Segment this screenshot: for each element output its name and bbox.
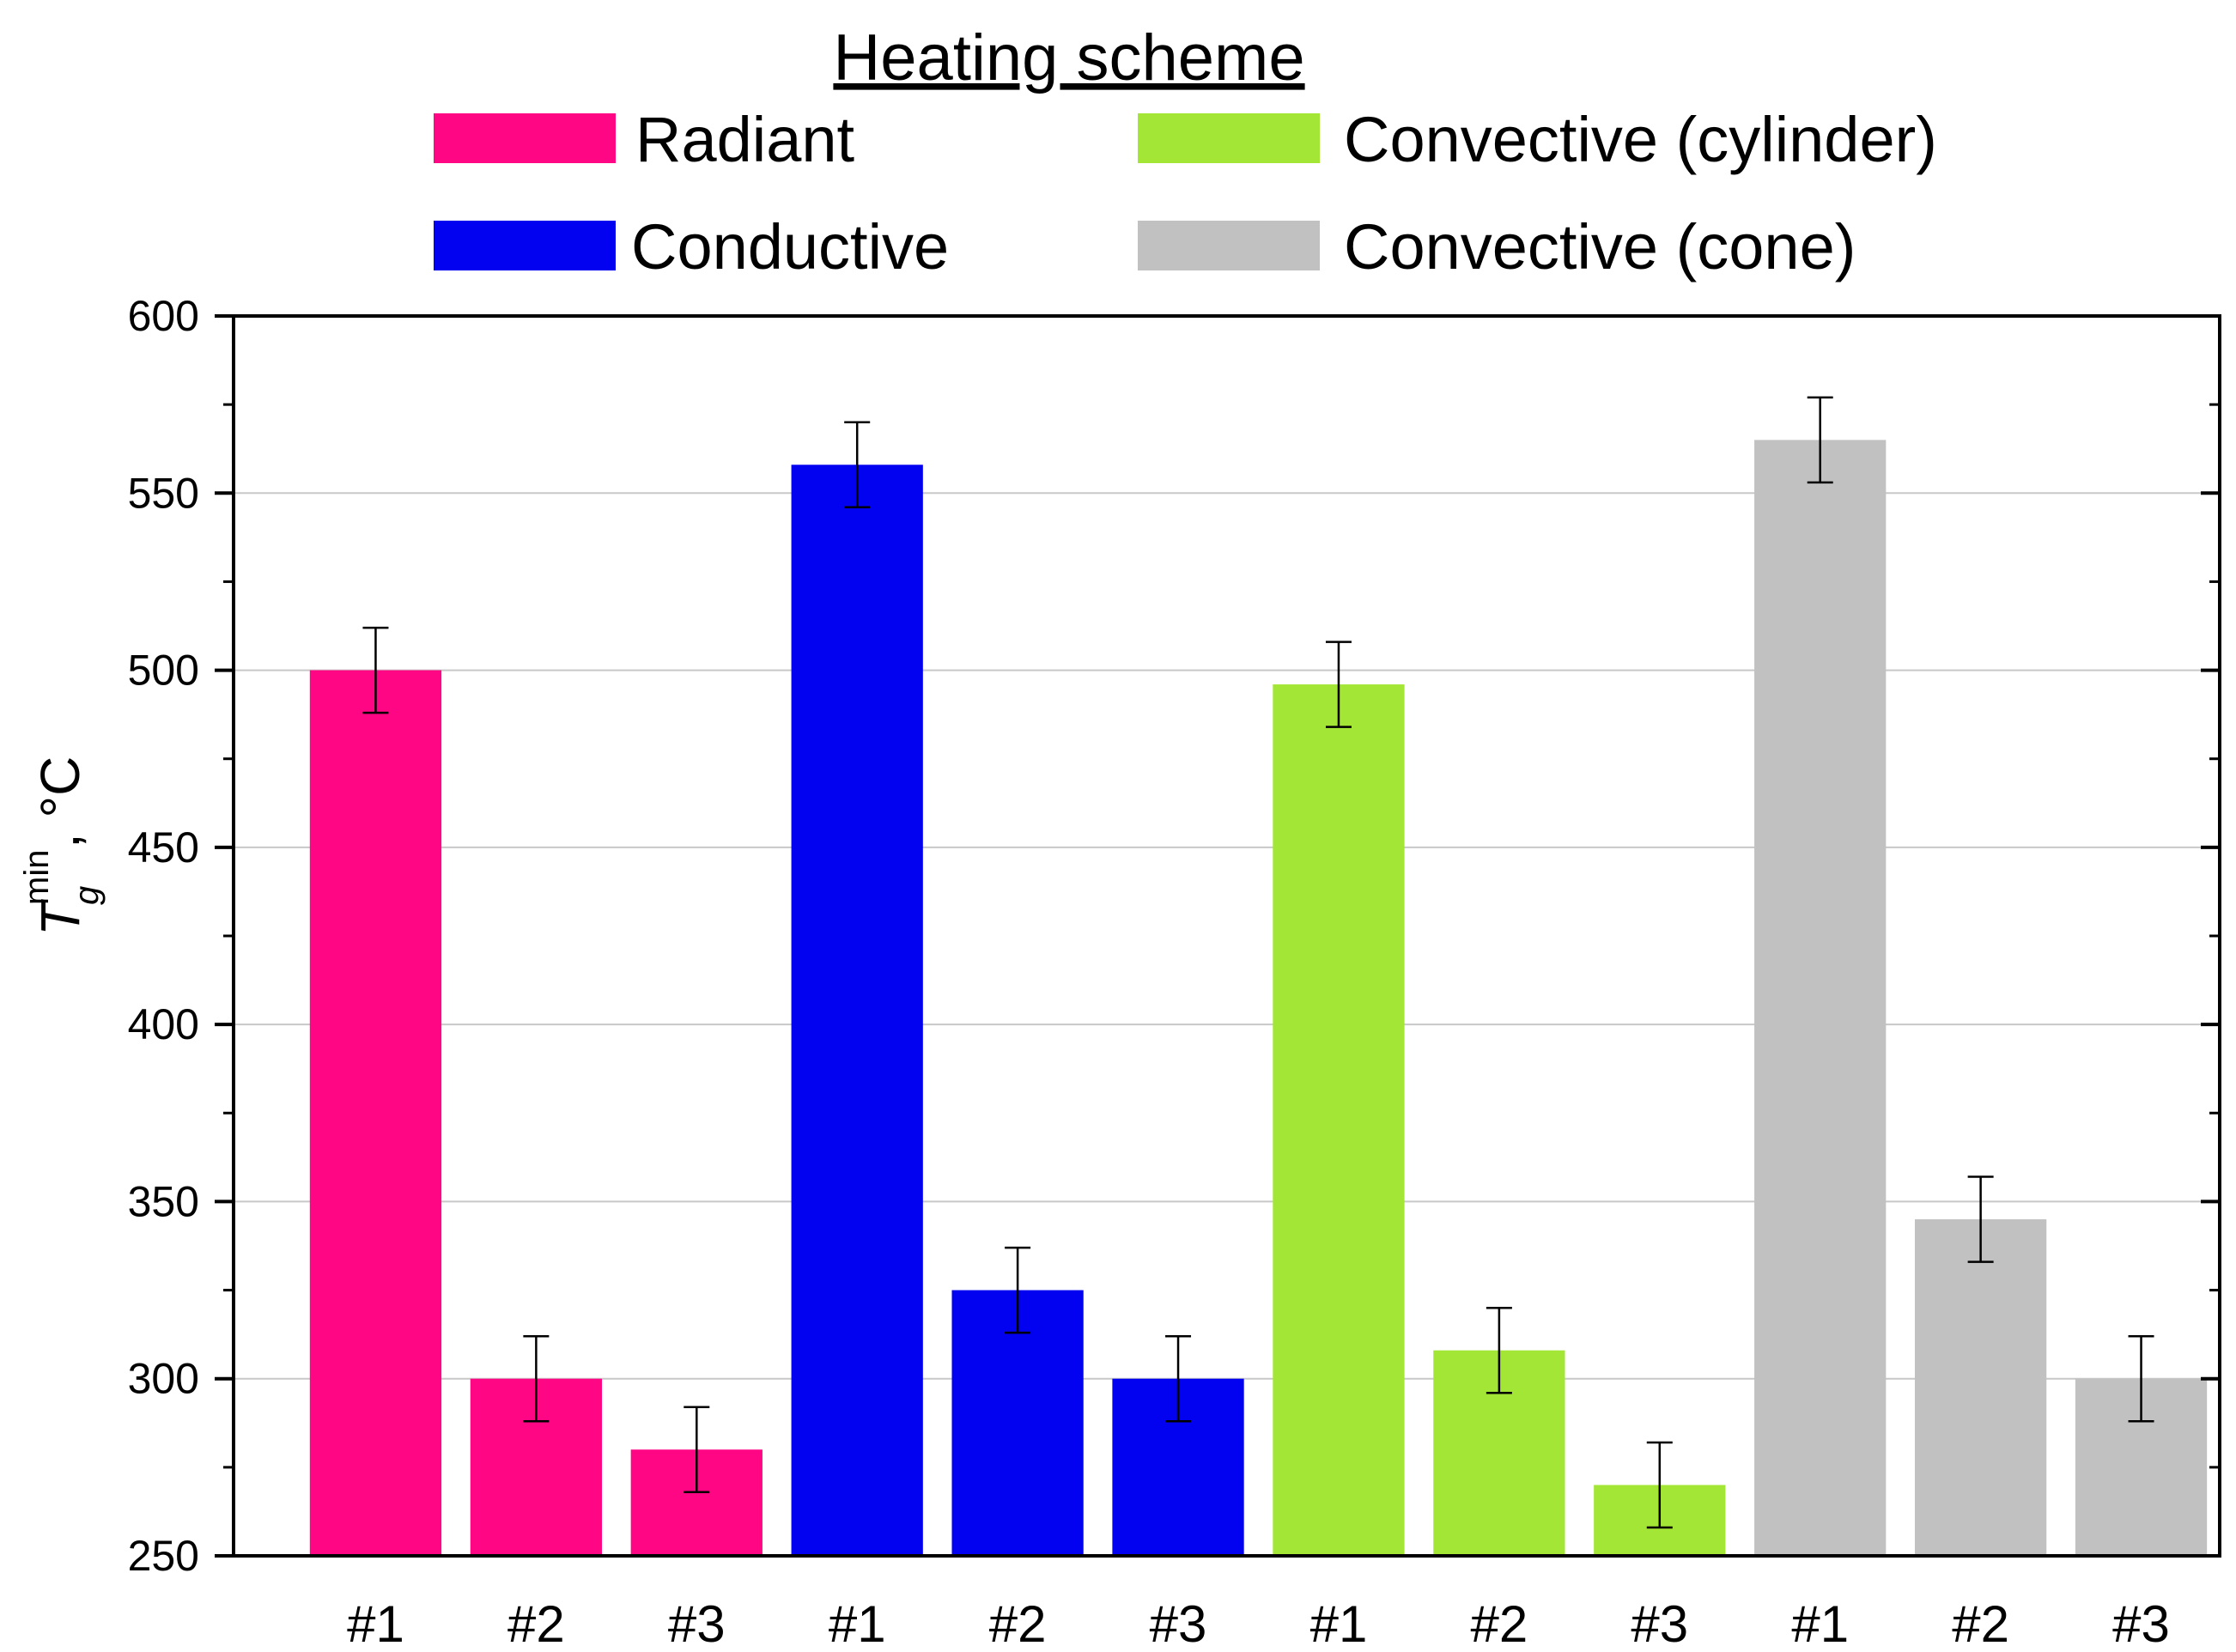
error-bar-4-1 — [1807, 396, 1833, 484]
error-bar-4-2 — [1967, 1175, 1994, 1263]
bar-3-1 — [1273, 684, 1405, 1556]
error-bar-3-1 — [1325, 641, 1352, 728]
legend-swatch-3 — [1138, 113, 1320, 163]
error-bar-1-1 — [362, 626, 389, 714]
legend-label-2: Conductive — [631, 211, 949, 282]
legend-title: Heating scheme — [833, 21, 1304, 94]
bar-2-2 — [951, 1290, 1084, 1556]
legend: Heating scheme Radiant Convective (cylind… — [434, 21, 1937, 282]
x-tick-label-2-1: #1 — [829, 1595, 886, 1652]
legend-swatch-4 — [1138, 221, 1320, 270]
x-tick-label-1-2: #2 — [507, 1595, 565, 1652]
tick-labels: #1 #2 #3 #1 #2 #3 #1 #2 #3 #1 #2 #3 250 300 350 400 450 5… — [128, 292, 2170, 1652]
error-bars — [362, 396, 2154, 1529]
bar-1-1 — [309, 670, 442, 1556]
y-tick-label-250: 250 — [128, 1532, 199, 1580]
legend-item-1: Radiant — [434, 104, 855, 175]
y-axis-symbol: T — [29, 899, 91, 936]
error-bar-1-2 — [523, 1334, 550, 1423]
x-tick-label-2-2: #2 — [989, 1595, 1047, 1652]
y-tick-label-300: 300 — [128, 1355, 199, 1403]
legend-label-4: Convective (cone) — [1344, 211, 1856, 282]
error-bar-3-3 — [1646, 1441, 1673, 1529]
legend-swatch-1 — [434, 113, 616, 163]
y-tick-label-400: 400 — [128, 1000, 199, 1048]
y-axis-superscript: min — [18, 850, 56, 905]
legend-label-3: Convective (cylinder) — [1344, 104, 1937, 175]
x-tick-label-3-1: #1 — [1310, 1595, 1368, 1652]
x-tick-label-1-1: #1 — [347, 1595, 404, 1652]
error-bar-1-3 — [684, 1406, 710, 1493]
x-tick-label-1-3: #3 — [668, 1595, 726, 1652]
bars — [309, 440, 2208, 1556]
error-bar-2-1 — [844, 421, 871, 509]
x-tick-label-3-3: #3 — [1631, 1595, 1688, 1652]
error-bar-4-3 — [2128, 1334, 2154, 1423]
x-tick-label-3-2: #2 — [1471, 1595, 1528, 1652]
y-tick-label-500: 500 — [128, 647, 199, 695]
y-axis-unit: , °C — [29, 756, 91, 848]
y-tick-label-600: 600 — [128, 292, 199, 340]
bar-4-1 — [1754, 440, 1887, 1556]
bar-2-1 — [791, 465, 923, 1556]
error-bar-2-3 — [1165, 1334, 1192, 1423]
axes — [215, 314, 2221, 1558]
legend-swatch-2 — [434, 221, 616, 270]
grid-lines — [234, 492, 2220, 1380]
y-axis-subscript: g — [68, 886, 106, 905]
y-tick-label-450: 450 — [128, 823, 199, 872]
error-bar-2-2 — [1005, 1246, 1031, 1334]
bar-4-2 — [1914, 1219, 2047, 1556]
legend-item-4: Convective (cone) — [1138, 211, 1856, 282]
x-tick-label-4-1: #1 — [1791, 1595, 1849, 1652]
x-tick-label-4-2: #2 — [1952, 1595, 2009, 1652]
legend-label-1: Radiant — [635, 104, 855, 175]
y-tick-label-550: 550 — [128, 469, 199, 517]
x-tick-label-4-3: #3 — [2112, 1595, 2170, 1652]
y-tick-label-350: 350 — [128, 1177, 199, 1225]
legend-item-3: Convective (cylinder) — [1138, 104, 1937, 175]
x-tick-label-2-3: #3 — [1150, 1595, 1207, 1652]
legend-item-2: Conductive — [434, 211, 949, 282]
error-bar-3-2 — [1486, 1306, 1512, 1394]
